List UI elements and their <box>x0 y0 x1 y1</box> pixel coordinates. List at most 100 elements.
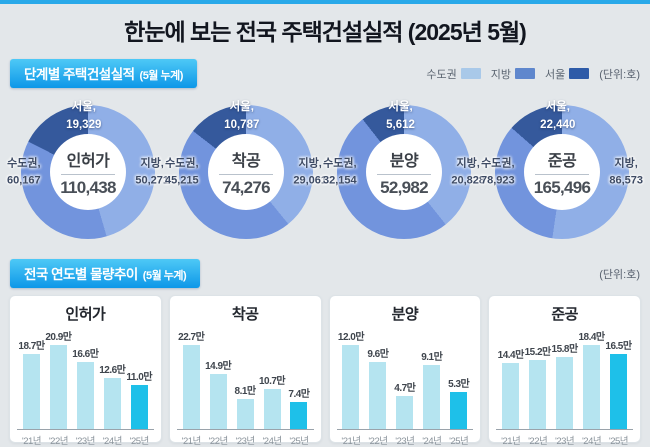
year-tick-label: '24년 <box>581 436 602 447</box>
legend-item-seoul: 서울 <box>545 66 590 82</box>
bar-value-label: 10.7만 <box>258 376 286 387</box>
bar-value-label: 15.8만 <box>551 344 579 355</box>
bar-highlighted <box>450 392 468 429</box>
divider <box>377 173 431 175</box>
year-tick-label: '21년 <box>341 436 361 447</box>
bar-highlighted <box>130 385 148 429</box>
bar-value-label: 12.0만 <box>337 332 365 343</box>
donut-center: 준공 165,496 <box>524 134 600 210</box>
donut-legend: 수도권 지방 서울 (단위:호) <box>426 66 640 82</box>
bar <box>49 345 67 429</box>
donut-center: 인허가 110,438 <box>50 134 126 210</box>
bar-value-label: 14.4만 <box>497 350 525 361</box>
bar <box>529 360 547 429</box>
donut-title: 분양 <box>389 152 419 170</box>
year-tick-label: '25년 <box>129 436 150 447</box>
bars-area: 12.0만 9.6만 4.7만 9.1만 5.3만 <box>336 326 474 430</box>
jibang-segment-label: 지방, 29,061 <box>293 157 327 187</box>
bar-column: 10.7만 <box>258 372 286 429</box>
year-tick-label: '22년 <box>48 436 69 447</box>
bar-highlighted <box>609 354 627 429</box>
year-tick-label: '23년 <box>555 436 575 447</box>
year-tick-label: '22년 <box>208 436 229 447</box>
section2-badge-label: 전국 연도별 물량추이 <box>24 267 138 282</box>
bar-column: 18.7만 <box>18 337 45 429</box>
bar-column: 8.1만 <box>233 382 258 429</box>
page-title: 한눈에 보는 전국 주택건설실적 (2025년 5월) <box>124 19 527 45</box>
bar-value-label: 18.7만 <box>18 341 45 352</box>
bar <box>502 363 520 429</box>
legend-label-sudogwon: 수도권 <box>426 68 457 81</box>
bar <box>342 345 360 429</box>
year-axis: '21년 '22년 '23년 '24년 '25년 <box>17 433 154 447</box>
bar-column: 16.6만 <box>72 345 99 429</box>
donut-chart-bunyang: 분양 52,982 서울, 5,612 수도권, 32,154 지방, 20,8… <box>323 96 485 248</box>
bar-column: 4.7만 <box>392 379 417 429</box>
bar-chart-title: 준공 <box>551 306 578 323</box>
bar-chart-jungong: 준공 14.4만 15.2만 15.8만 18.4만 16.5만 '21년 '22년 '23… <box>488 295 641 447</box>
bar-charts-row: 인허가 18.7만 20.9만 16.6만 12.6만 11.0만 '21년 '22년 '2… <box>9 295 641 447</box>
bar-value-label: 7.4만 <box>288 389 310 400</box>
bar-value-label: 5.3만 <box>448 379 470 390</box>
legend-label-jibang: 지방 <box>490 68 511 81</box>
year-axis: '21년 '22년 '23년 '24년 '25년 <box>337 433 474 447</box>
donut-total: 74,276 <box>222 177 270 197</box>
bar-column: 22.7만 <box>178 328 205 429</box>
bar-column: 7.4만 <box>286 385 311 429</box>
year-tick-label: '21년 <box>181 436 202 447</box>
seoul-segment-label: 서울, 5,612 <box>386 101 415 131</box>
seoul-segment-label: 서울, 19,329 <box>66 101 102 131</box>
year-tick-label: '22년 <box>528 436 548 447</box>
donut-total: 165,496 <box>533 177 591 197</box>
bar-chart-chakgong: 착공 22.7만 14.9만 8.1만 10.7만 7.4만 '21년 '22년 '23년 '… <box>168 295 322 447</box>
section1-badge-suffix: (5월 누계) <box>139 70 184 82</box>
year-axis: '21년 '22년 '23년 '24년 '25년 <box>496 433 633 447</box>
sudogwon-segment-label: 수도권, 32,154 <box>323 157 357 187</box>
bar-value-label: 16.6만 <box>72 349 99 360</box>
top-accent-bar <box>0 0 650 4</box>
donut-center: 착공 74,276 <box>208 134 284 210</box>
bar-column: 9.6만 <box>365 345 390 429</box>
bar-column: 14.9만 <box>205 357 232 429</box>
bar-value-label: 8.1만 <box>234 386 257 397</box>
bar-column: 11.0만 <box>126 368 153 429</box>
year-tick-label: '25년 <box>449 436 469 447</box>
jibang-segment-label: 지방, 50,271 <box>135 157 169 187</box>
bar <box>236 399 254 429</box>
bar <box>209 374 227 429</box>
bar-value-label: 16.5만 <box>605 341 632 352</box>
bar <box>263 389 281 429</box>
bar-chart-title: 분양 <box>391 306 419 323</box>
bar <box>22 354 40 429</box>
section1-header: 단계별 주택건설실적 (5월 누계) 수도권 지방 서울 (단위:호) <box>10 59 640 88</box>
section2-badge: 전국 연도별 물량추이 (5월 누계) <box>10 259 201 288</box>
bar-chart-title: 착공 <box>231 306 259 323</box>
bar <box>182 345 200 429</box>
bar-value-label: 20.9만 <box>45 332 72 343</box>
section2-header: 전국 연도별 물량추이 (5월 누계) (단위:호) <box>10 259 640 288</box>
bar-value-label: 9.1만 <box>421 352 443 363</box>
sudogwon-segment-label: 수도권, 45,215 <box>165 157 199 187</box>
bar-chart-title: 인허가 <box>65 306 106 323</box>
donut-chart-jungong: 준공 165,496 서울, 22,440 수도권, 78,923 지방, 86… <box>481 96 643 248</box>
bar-column: 12.6만 <box>99 361 126 429</box>
legend-item-jibang: 지방 <box>491 66 535 82</box>
bar-chart-inheoga: 인허가 18.7만 20.9만 16.6만 12.6만 11.0만 '21년 '22년 '2… <box>9 295 162 447</box>
bar <box>76 362 94 429</box>
sudogwon-segment-label: 수도권, 60,167 <box>7 157 41 187</box>
donut-title: 착공 <box>231 152 261 170</box>
section2-unit-label: (단위:호) <box>599 268 640 281</box>
donut-title: 인허가 <box>66 152 110 170</box>
jibang-segment-label: 지방, 86,573 <box>609 157 643 187</box>
bar-column: 18.4만 <box>578 328 605 429</box>
bar-value-label: 12.6만 <box>99 365 126 376</box>
donut-total: 110,438 <box>60 177 116 197</box>
jibang-segment-label: 지방, 20,828 <box>451 157 485 187</box>
donut-title: 준공 <box>547 152 577 170</box>
bars-area: 18.7만 20.9만 16.6만 12.6만 11.0만 <box>17 326 154 430</box>
year-tick-label: '23년 <box>235 436 256 447</box>
legend-swatch-sudogwon <box>460 68 481 79</box>
year-tick-label: '25년 <box>289 436 309 447</box>
year-tick-label: '21년 <box>501 436 521 447</box>
bar <box>103 378 121 429</box>
